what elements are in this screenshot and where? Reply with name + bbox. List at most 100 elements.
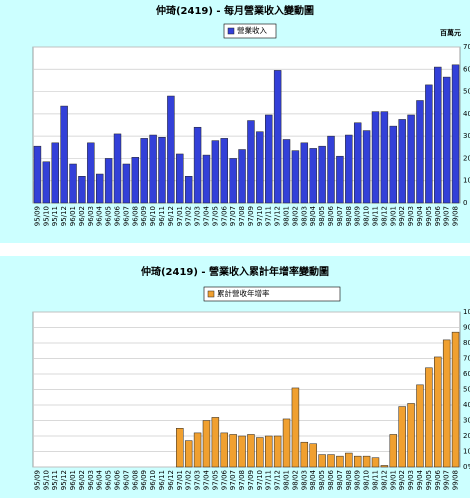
bar (176, 153, 184, 204)
y-tick-label: 400 (463, 110, 470, 118)
x-tick-label: 97/05 (211, 206, 219, 226)
x-tick-label: 98/12 (380, 206, 388, 226)
x-tick-label: 96/07 (122, 206, 130, 226)
bar (425, 84, 433, 204)
x-tick-label: 98/11 (371, 470, 379, 490)
x-tick-label: 98/02 (291, 206, 299, 226)
x-tick-label: 99/08 (452, 206, 460, 226)
x-tick-label: 96/12 (167, 206, 175, 226)
bar (434, 356, 442, 468)
bar (282, 418, 291, 468)
x-tick-label: 97/11 (265, 206, 273, 226)
x-tick-label: 95/11 (51, 470, 59, 490)
x-tick-label: 97/08 (238, 206, 246, 226)
legend-box (203, 286, 341, 302)
x-tick-label: 98/11 (371, 206, 379, 226)
bar (220, 138, 228, 204)
bar (291, 387, 300, 468)
x-tick-label: 98/08 (345, 470, 353, 490)
y-tick-label: 300 (463, 132, 470, 140)
x-tick-label: 98/09 (354, 470, 362, 490)
x-tick-label: 99/01 (389, 470, 397, 490)
x-tick-label: 96/05 (105, 206, 113, 226)
x-tick-label: 99/07 (443, 206, 451, 226)
x-tick-label: 96/01 (69, 470, 77, 490)
x-tick-label: 96/08 (131, 470, 139, 490)
bar (327, 454, 335, 468)
x-tick-label: 96/10 (149, 206, 157, 226)
x-tick-label: 96/09 (140, 470, 148, 490)
x-tick-label: 99/04 (416, 205, 424, 226)
x-tick-label: 97/10 (256, 470, 264, 490)
x-tick-label: 96/04 (96, 205, 104, 226)
bar (140, 138, 148, 204)
x-tick-label: 98/06 (327, 205, 335, 226)
bar (265, 435, 273, 468)
bar (389, 125, 398, 204)
x-tick-label: 96/06 (114, 205, 122, 226)
bar (184, 176, 193, 204)
bar (167, 95, 175, 204)
bar (176, 428, 184, 468)
x-tick-label: 98/07 (336, 470, 344, 490)
x-tick-label: 98/10 (363, 470, 371, 490)
x-tick-label: 97/07 (229, 470, 237, 490)
bar (247, 120, 255, 204)
bar (309, 443, 317, 468)
bar (380, 111, 389, 204)
x-tick-label: 97/04 (202, 469, 210, 490)
x-tick-label: 97/07 (229, 206, 237, 226)
bar (407, 403, 415, 468)
bar (416, 100, 424, 204)
x-tick-label: 98/03 (300, 206, 308, 226)
bar (398, 406, 406, 468)
y-axis-label: 百萬元 (440, 28, 461, 37)
x-tick-label: 98/04 (309, 205, 317, 226)
x-tick-label: 96/02 (78, 470, 86, 490)
bar (336, 455, 344, 468)
x-tick-label: 95/09 (33, 206, 41, 226)
bar (398, 119, 406, 204)
bar (425, 367, 433, 468)
x-tick-label: 98/06 (327, 469, 335, 490)
x-tick-label: 98/10 (363, 206, 371, 226)
bar (362, 455, 371, 468)
bar (122, 163, 131, 204)
x-tick-label: 95/09 (33, 470, 41, 490)
bar (69, 163, 77, 204)
x-tick-label: 98/03 (300, 470, 308, 490)
x-tick-label: 99/07 (443, 470, 451, 490)
x-tick-label: 97/01 (176, 470, 184, 490)
x-tick-label: 97/09 (247, 206, 255, 226)
bar (407, 114, 415, 204)
bar (202, 420, 211, 468)
bar (211, 417, 220, 468)
bar (95, 173, 104, 204)
y-tick-label: 20% (463, 432, 470, 440)
bar (389, 434, 398, 468)
bar (273, 70, 282, 204)
bar (273, 435, 282, 468)
chart-title: 仲琦(2419) - 每月營業收入變動圖 (156, 4, 314, 17)
y-tick-label: 80% (463, 339, 470, 347)
y-tick-label: 70% (463, 355, 470, 363)
x-tick-label: 97/06 (220, 205, 228, 226)
bar (300, 142, 309, 204)
x-tick-label: 95/11 (51, 206, 59, 226)
x-tick-label: 96/10 (149, 470, 157, 490)
bar (220, 432, 228, 468)
bar (300, 441, 309, 468)
bar (327, 135, 335, 204)
bar (33, 145, 42, 204)
x-tick-label: 96/12 (167, 470, 175, 490)
bar (362, 130, 371, 204)
x-tick-label: 97/11 (265, 470, 273, 490)
bar (247, 434, 255, 468)
bar (451, 331, 460, 468)
bar (131, 157, 140, 204)
x-tick-label: 96/11 (158, 470, 166, 490)
x-tick-label: 96/01 (69, 206, 77, 226)
x-tick-label: 97/05 (211, 470, 219, 490)
x-tick-label: 98/05 (318, 470, 326, 490)
